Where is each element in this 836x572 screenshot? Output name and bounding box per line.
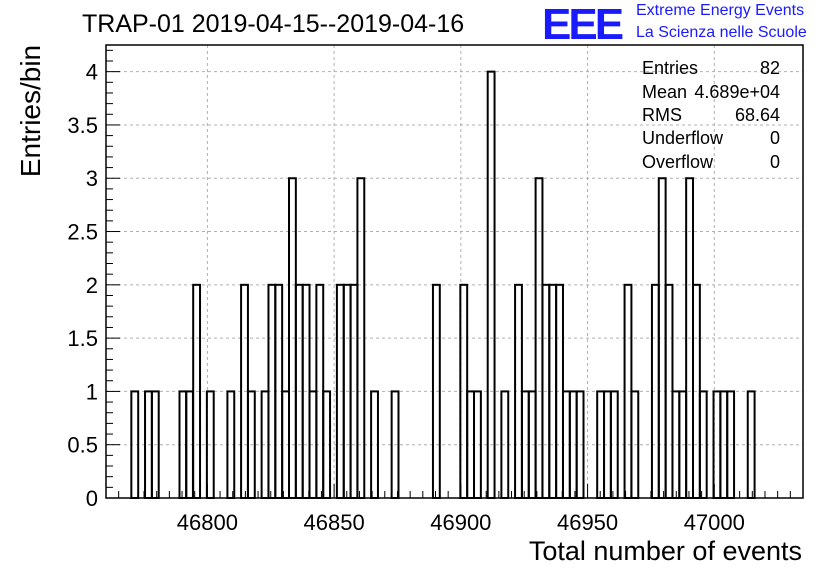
stat-entries-value: 82	[759, 58, 780, 78]
stat-underflow-key: Underflow	[642, 128, 724, 148]
y-tick-label: 0	[86, 486, 98, 511]
stat-mean-value: 4.689e+04	[694, 82, 780, 102]
stat-rms-value: 68.64	[734, 105, 780, 125]
x-axis-label: Total number of events	[528, 536, 802, 566]
logo-line-1: Extreme Energy Events	[636, 2, 805, 19]
stat-underflow-value: 0	[769, 128, 780, 148]
y-tick-label: 0.5	[67, 433, 98, 458]
y-tick-label: 2	[86, 273, 98, 298]
eee-logo: EEE	[542, 0, 624, 49]
y-tick-label: 4	[86, 60, 98, 85]
y-tick-label: 1	[86, 379, 98, 404]
chart-title: TRAP-01 2019-04-15--2019-04-16	[82, 10, 465, 38]
y-tick-label: 3	[86, 166, 98, 191]
y-tick-label: 3.5	[67, 113, 98, 138]
x-tick-label: 46900	[430, 510, 491, 535]
plot-frame	[105, 44, 804, 499]
stat-overflow-value: 0	[769, 152, 780, 172]
x-tick-label: 47000	[684, 510, 745, 535]
stat-rms-key: RMS	[642, 105, 682, 125]
x-tick-label: 46850	[304, 510, 365, 535]
x-tick-label: 46800	[177, 510, 238, 535]
stat-mean-key: Mean	[642, 82, 688, 102]
y-axis-label: Entries/bin	[15, 44, 46, 178]
stat-overflow-key: Overflow	[642, 152, 714, 172]
y-tick-label: 2.5	[67, 220, 98, 245]
logo-line-2: La Scienza nelle Scuole	[636, 24, 807, 41]
x-tick-label: 46950	[557, 510, 618, 535]
stat-entries-key: Entries	[642, 58, 699, 78]
y-tick-label: 1.5	[67, 326, 98, 351]
